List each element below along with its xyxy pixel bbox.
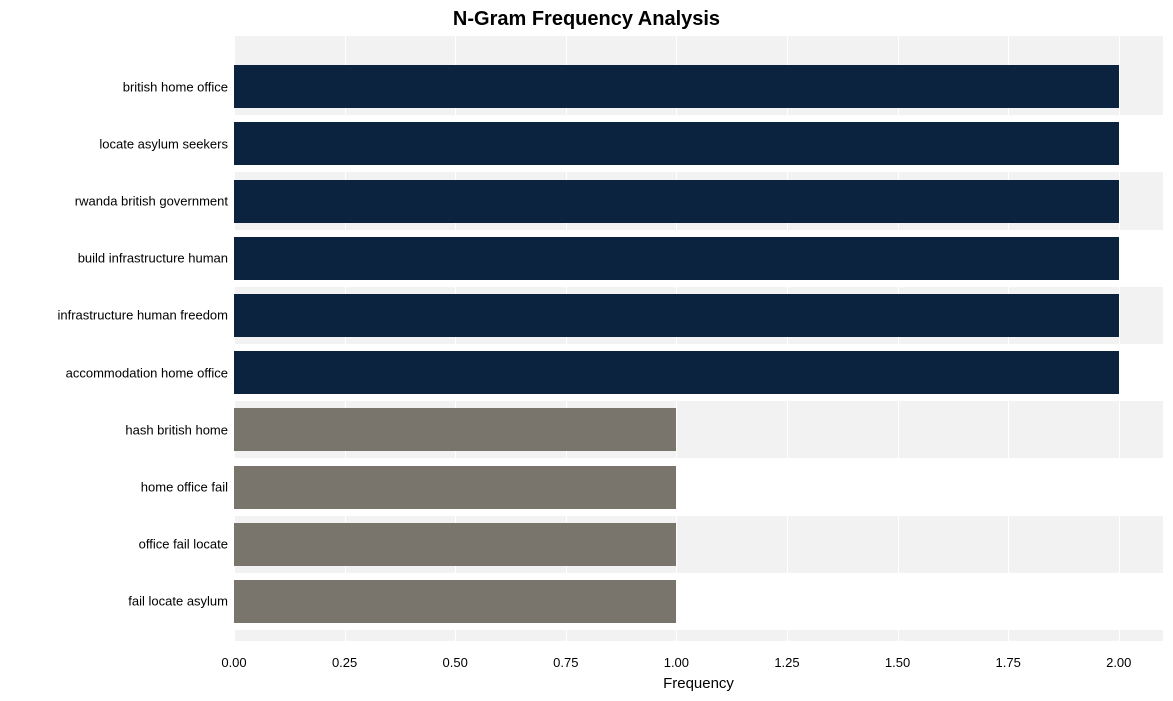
plot-stripe	[234, 630, 1163, 641]
bar	[234, 523, 676, 566]
y-category-label: fail locate asylum	[128, 594, 228, 609]
chart-container: N-Gram Frequency Analysis Frequency brit…	[0, 0, 1173, 701]
bar	[234, 466, 676, 509]
y-category-label: home office fail	[141, 480, 228, 495]
x-tick-label: 2.00	[1106, 655, 1131, 670]
y-category-label: accommodation home office	[66, 365, 228, 380]
y-category-label: office fail locate	[139, 537, 228, 552]
plot-stripe	[234, 36, 1163, 58]
y-category-label: hash british home	[125, 422, 228, 437]
bar	[234, 408, 676, 451]
x-tick-label: 1.00	[664, 655, 689, 670]
y-category-label: locate asylum seekers	[99, 136, 228, 151]
x-tick-label: 1.25	[774, 655, 799, 670]
y-category-label: infrastructure human freedom	[57, 308, 228, 323]
x-axis-title: Frequency	[649, 675, 749, 692]
x-tick-label: 1.75	[996, 655, 1021, 670]
y-category-label: british home office	[123, 79, 228, 94]
bar	[234, 122, 1119, 165]
bar	[234, 351, 1119, 394]
y-category-label: rwanda british government	[75, 194, 228, 209]
bar	[234, 580, 676, 623]
bar	[234, 237, 1119, 280]
y-category-label: build infrastructure human	[78, 251, 228, 266]
plot-area	[234, 36, 1163, 641]
x-tick-label: 0.25	[332, 655, 357, 670]
x-tick-label: 0.75	[553, 655, 578, 670]
gridline	[1119, 36, 1120, 641]
x-tick-label: 0.50	[443, 655, 468, 670]
chart-title: N-Gram Frequency Analysis	[0, 8, 1173, 31]
x-tick-label: 1.50	[885, 655, 910, 670]
bar	[234, 294, 1119, 337]
bar	[234, 180, 1119, 223]
x-tick-label: 0.00	[221, 655, 246, 670]
bar	[234, 65, 1119, 108]
